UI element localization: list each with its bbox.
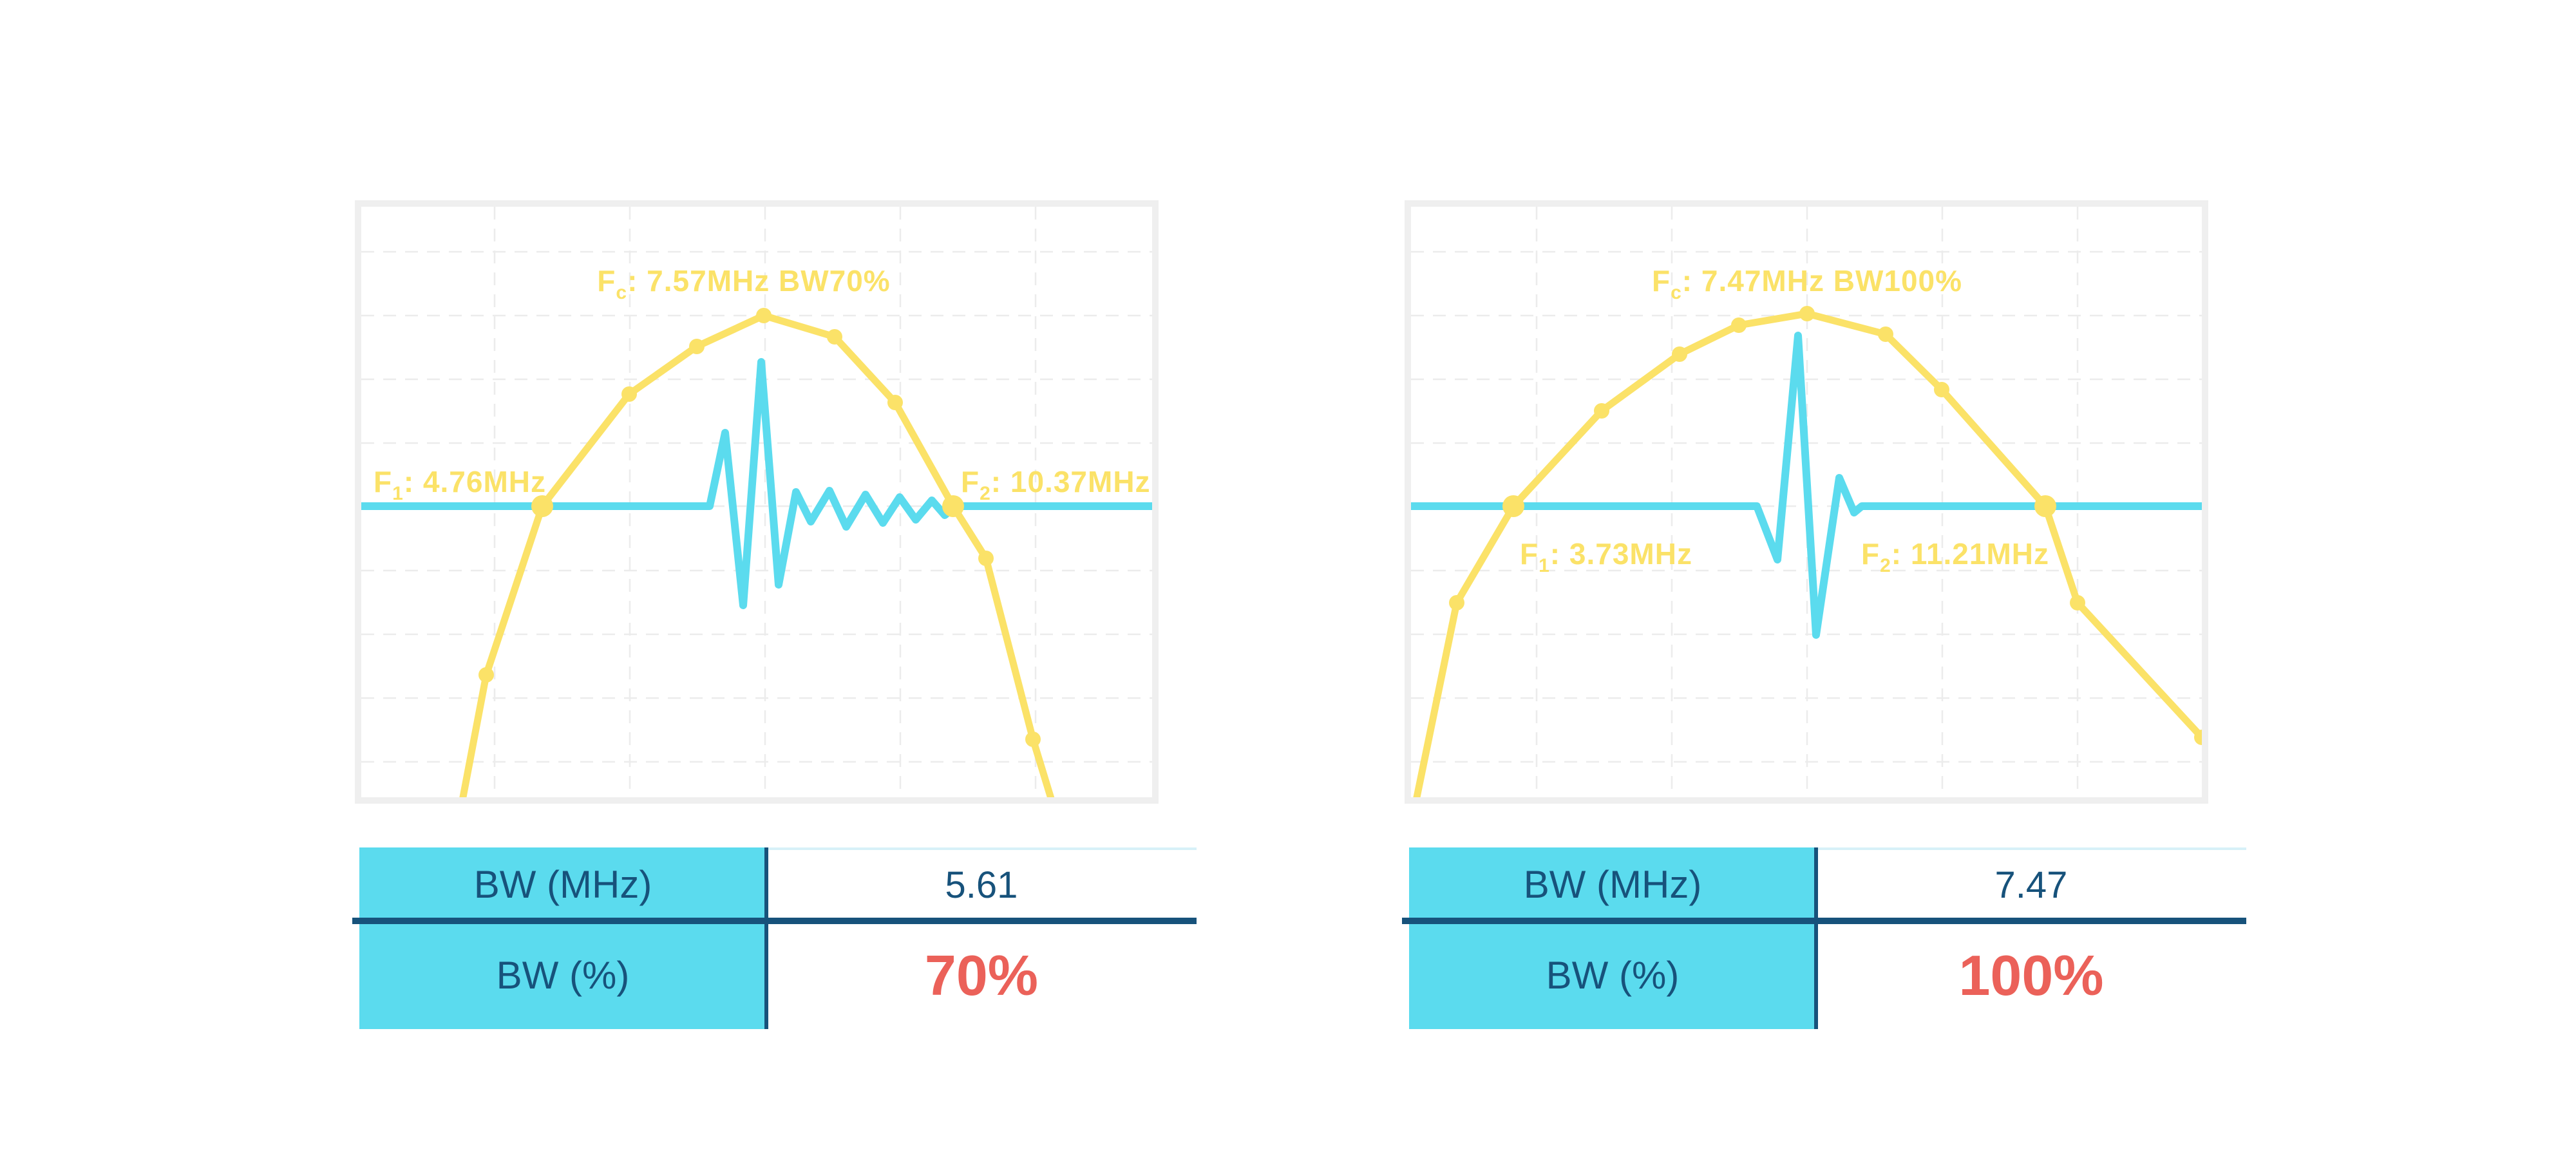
f2-annotation: F2: 10.37MHz (961, 465, 1151, 504)
spectrum-marker (2034, 495, 2056, 517)
spectrum-marker (756, 308, 772, 323)
spectrum-marker (887, 395, 903, 410)
table-narrowband: BW (MHz) 5.61 BW (%) 70% (352, 847, 1197, 1029)
fc-annotation: Fc: 7.47MHz BW100% (1652, 264, 1962, 303)
bw-pct-row-value: 70% (925, 943, 1038, 1007)
spectrum-marker (942, 495, 964, 517)
chart-narrowband-plot (355, 200, 1159, 804)
spectrum-marker (1594, 403, 1609, 419)
spectrum-marker (1878, 326, 1893, 342)
f1-annotation: F1: 3.73MHz (1520, 537, 1692, 576)
spectrum-marker (2194, 730, 2202, 745)
bw-mhz-row-value: 5.61 (945, 864, 1018, 906)
bw-pct-row-label: BW (%) (1546, 954, 1680, 997)
spectrum-marker (1449, 595, 1464, 610)
spectrum-marker (621, 386, 637, 402)
plot-area (361, 308, 1152, 797)
bw-mhz-row-label: BW (MHz) (1524, 863, 1702, 906)
spectrum-marker (978, 551, 994, 566)
spectrum-marker (531, 495, 553, 517)
spectrum-envelope-curve (1413, 310, 2202, 797)
spectrum-marker (478, 667, 494, 683)
bw-mhz-row-value: 7.47 (1995, 864, 2068, 906)
f2-annotation: F2: 11.21MHz (1861, 537, 2049, 576)
plot-area (1411, 306, 2202, 797)
table-header-column (359, 847, 766, 1029)
spectrum-marker (827, 329, 842, 345)
spectrum-marker (689, 339, 705, 354)
spectrum-envelope-curve (459, 312, 1055, 797)
spectrum-marker (1502, 495, 1524, 517)
spectrum-marker (1025, 732, 1041, 747)
spectrum-marker (1934, 382, 1949, 397)
bw-pct-row-label: BW (%) (497, 954, 630, 997)
pulse-waveform (361, 358, 1152, 609)
spectrum-marker (1799, 306, 1815, 321)
fc-annotation: Fc: 7.57MHz BW70% (597, 264, 890, 303)
pulse-waveform (1411, 332, 2202, 639)
bw-mhz-row-label: BW (MHz) (474, 863, 652, 906)
f1-annotation: F1: 4.76MHz (374, 465, 546, 504)
spectrum-marker (2070, 595, 2085, 610)
spectrum-marker (1731, 317, 1747, 333)
spectrum-marker (1672, 346, 1687, 362)
table-broadband: BW (MHz) 7.47 BW (%) 100% (1402, 847, 2246, 1029)
chart-narrowband-labels: Fc: 7.57MHz BW70% F1: 4.76MHz F2: 10.37M… (374, 264, 1151, 504)
table-header-column (1409, 847, 1816, 1029)
bw-pct-row-value: 100% (1958, 943, 2103, 1007)
chart-broadband-plot (1405, 200, 2208, 804)
chart-broadband-labels: Fc: 7.47MHz BW100% F1: 3.73MHz F2: 11.21… (1520, 264, 2049, 576)
